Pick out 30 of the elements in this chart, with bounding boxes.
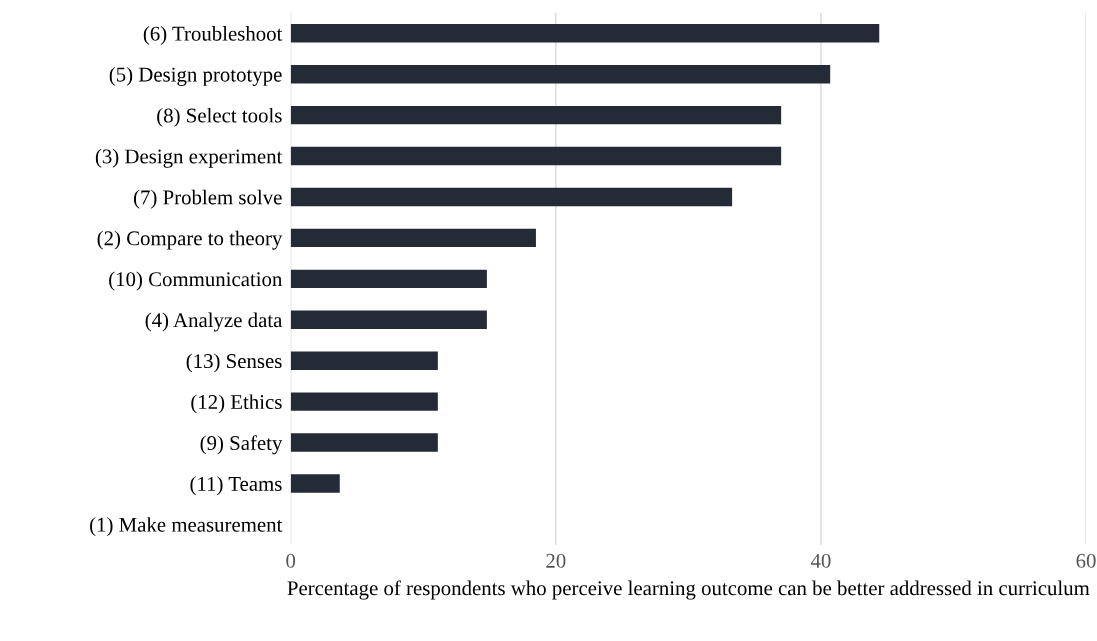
y-tick-label: (4) Analyze data [145,312,283,332]
x-tick-label: 60 [1076,553,1096,568]
bar [290,228,536,248]
bar [290,24,880,43]
y-tick-label: (11) Teams [190,476,282,496]
y-tick-label: (6) Troubleshoot [143,26,283,45]
x-tick-label: 20 [546,553,566,568]
bar [290,392,438,411]
y-tick-label: (1) Make measurement [90,517,283,537]
bar [290,474,340,493]
y-tick-label: (2) Compare to theory [97,230,283,250]
y-tick-label: (9) Safety [200,435,283,455]
bar [290,105,782,125]
y-tick-label: (13) Senses [186,353,282,373]
bar [290,351,438,370]
y-tick-label: (10) Communication [109,271,283,291]
bar [290,187,733,207]
y-tick-label: (3) Design experiment [95,148,283,168]
bar [290,65,831,84]
y-tick-label: (8) Select tools [157,107,282,127]
y-tick-label: (7) Problem solve [134,189,282,209]
x-axis-title: Percentage of respondents who perceive learning outcome can be better addressed in curriculum [287,580,1090,600]
x-tick-label: 40 [810,553,831,568]
bar [290,310,487,329]
y-tick-label: (5) Design prototype [109,66,282,86]
x-tick-label: 0 [286,553,296,568]
y-tick-label: (12) Ethics [191,394,282,414]
bar [290,146,782,166]
bar [290,433,438,452]
bar [290,269,487,289]
